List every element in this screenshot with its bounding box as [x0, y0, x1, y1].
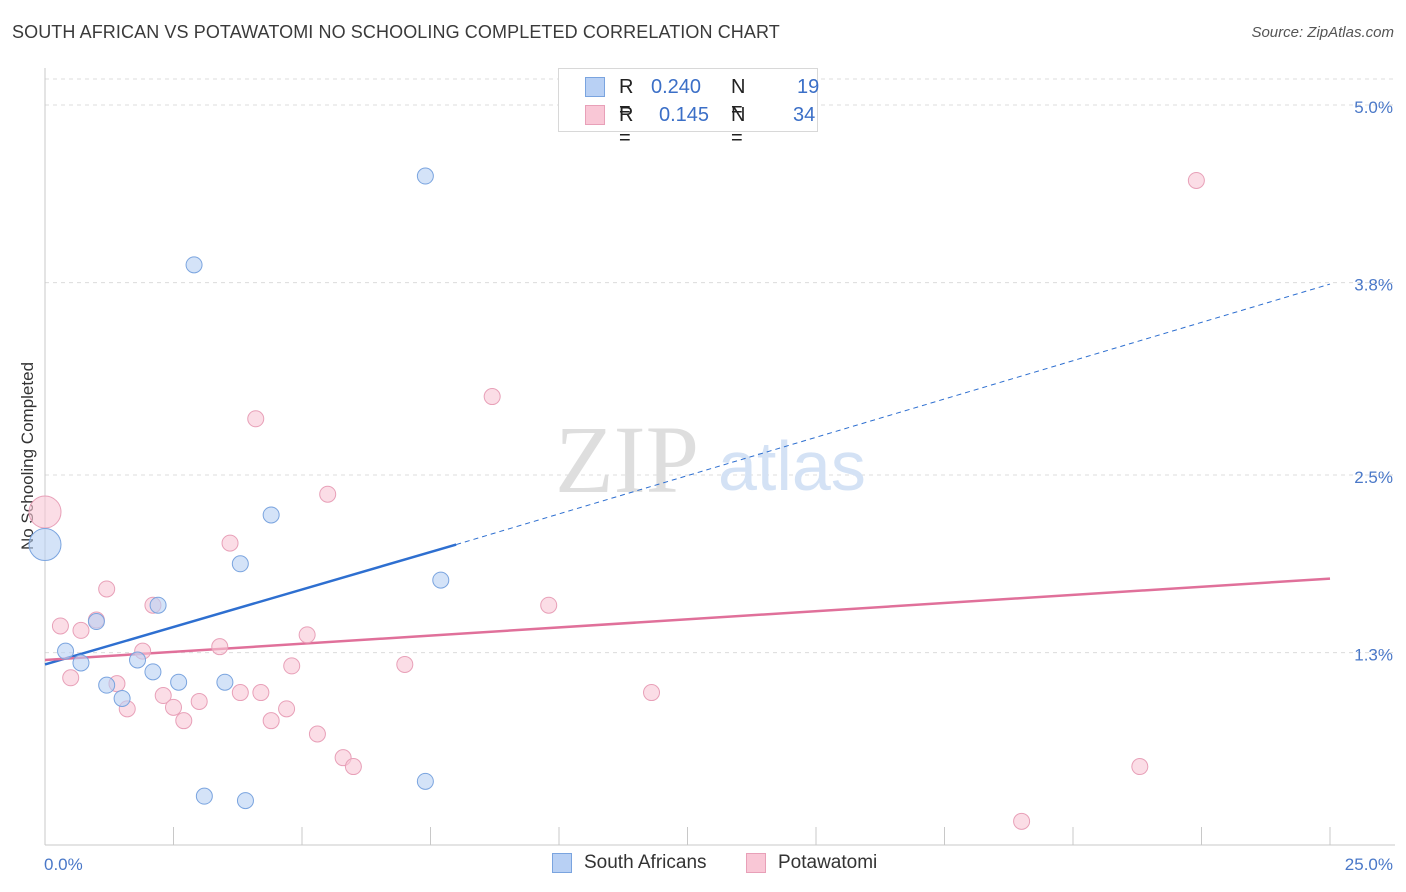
r-value: 0.240 [651, 76, 702, 98]
south-africans-point [113, 689, 131, 707]
potawatomi-point [1187, 171, 1205, 189]
potawatomi-swatch [746, 853, 766, 873]
potawatomi-point [1013, 812, 1031, 830]
data-points [28, 167, 1205, 830]
south-africans-point [72, 654, 90, 672]
potawatomi-point [283, 657, 301, 675]
potawatomi-point [319, 485, 337, 503]
y-tick-label: 5.0% [1354, 98, 1393, 117]
n-label: N = [731, 104, 746, 149]
r-label: R = [619, 76, 634, 121]
potawatomi-point [540, 596, 558, 614]
stats-legend: R = 0.240 N = 19 R = 0.145 N = 34 [558, 68, 820, 149]
potawatomi-point [483, 388, 501, 406]
potawatomi-point [190, 692, 208, 710]
watermark-atlas: atlas [718, 427, 866, 505]
y-tick-label: 2.5% [1354, 468, 1393, 487]
n-value: 34 [793, 104, 816, 126]
r-value: 0.145 [659, 104, 710, 126]
r-label: R = [619, 104, 634, 149]
south-africans-point [129, 651, 147, 669]
potawatomi-point [344, 758, 362, 776]
potawatomi-point [154, 687, 172, 705]
potawatomi-point [396, 655, 414, 673]
potawatomi-point [643, 684, 661, 702]
south-africans-point [416, 167, 434, 185]
n-value: 19 [797, 76, 820, 98]
tick-labels: 1.3% 2.5% 3.8% 5.0% 0.0% 25.0% [44, 98, 1393, 874]
south-africans-point [149, 596, 167, 614]
potawatomi-point [175, 712, 193, 730]
south-africans-point [28, 528, 62, 562]
x-tick-label: 25.0% [1345, 855, 1393, 874]
potawatomi-swatch [585, 105, 605, 125]
south-africans-point [144, 663, 162, 681]
legend-label: South Africans [584, 852, 707, 873]
potawatomi-point [211, 638, 229, 656]
south-africans-point [170, 673, 188, 691]
south-africans-point [216, 673, 234, 691]
south-africans-point [432, 571, 450, 589]
y-tick-label: 3.8% [1354, 276, 1393, 295]
south-africans-point [262, 506, 280, 524]
axes [44, 68, 1395, 846]
potawatomi-point [62, 669, 80, 687]
watermark-zip: ZIP [555, 406, 699, 513]
y-tick-label: 1.3% [1354, 646, 1393, 665]
potawatomi-point [51, 617, 69, 635]
south-africans-point [87, 613, 105, 631]
x-tick-label: 0.0% [44, 855, 83, 874]
south-africans-point [185, 256, 203, 274]
potawatomi-point [262, 712, 280, 730]
potawatomi-trend-line [44, 577, 1331, 662]
potawatomi-point [1131, 758, 1149, 776]
legend-label: Potawatomi [778, 852, 878, 873]
south-africans-swatch [585, 77, 605, 97]
south-africans-point [57, 642, 75, 660]
south-africans-point [98, 676, 116, 694]
potawatomi-point [298, 626, 316, 644]
south-africans-point [236, 792, 254, 810]
potawatomi-point [278, 700, 296, 718]
watermark: ZIP atlas [555, 406, 866, 513]
south-africans-swatch [552, 853, 572, 873]
south-africans-trend-line [44, 543, 457, 666]
trend-lines [44, 283, 1331, 666]
n-label: N = [731, 76, 746, 121]
south-africans-point [195, 787, 213, 805]
potawatomi-point [247, 410, 265, 428]
chart-title: SOUTH AFRICAN VS POTAWATOMI NO SCHOOLING… [12, 22, 780, 42]
potawatomi-point [231, 684, 249, 702]
potawatomi-point [252, 684, 270, 702]
south-africans-trend-extension [456, 283, 1331, 546]
potawatomi-point [72, 621, 90, 639]
south-africans-point [231, 555, 249, 573]
south-africans-point [416, 772, 434, 790]
source-credit: Source: ZipAtlas.com [1251, 24, 1394, 41]
potawatomi-point [28, 495, 62, 529]
potawatomi-point [98, 580, 116, 598]
potawatomi-point [221, 534, 239, 552]
potawatomi-point [165, 698, 182, 716]
potawatomi-point [308, 725, 326, 743]
